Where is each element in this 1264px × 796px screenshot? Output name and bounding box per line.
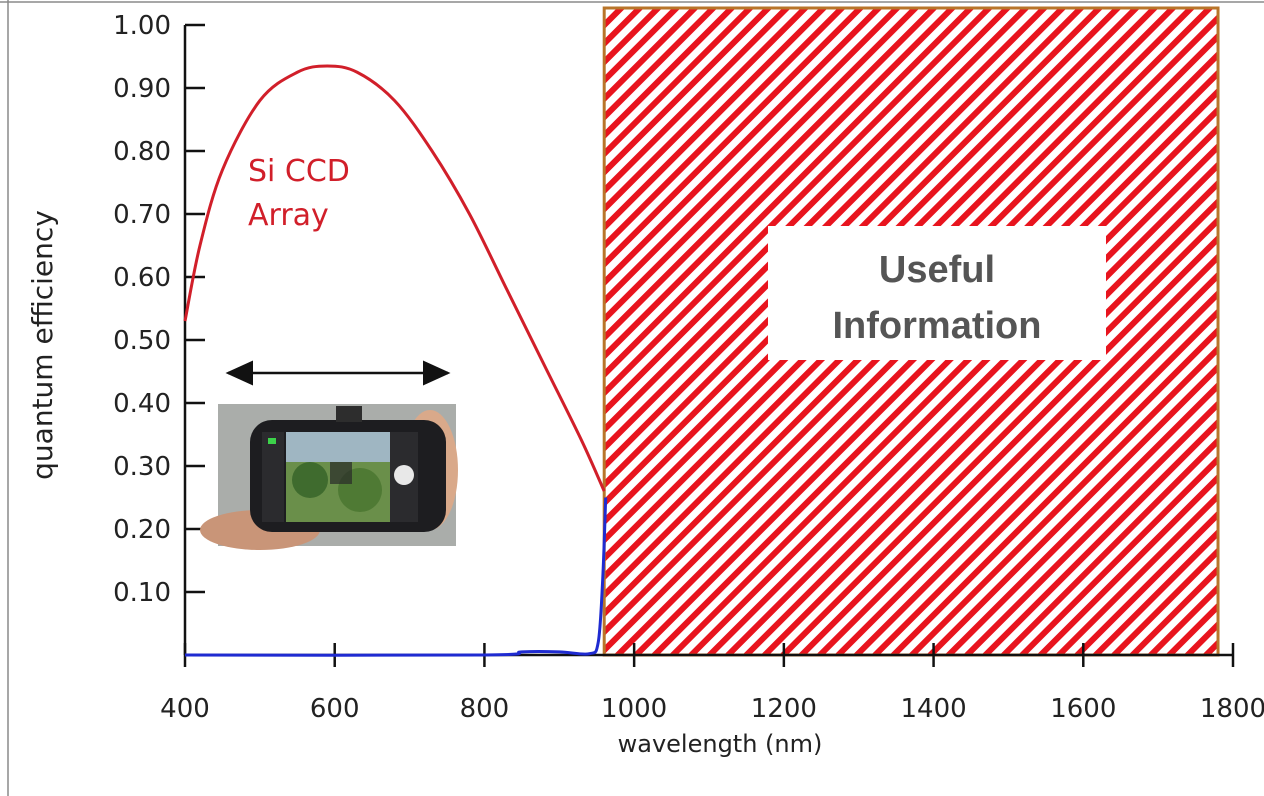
ticks: 0.10 0.20 0.30 0.40 0.50 0.60 0.70 0.80 0.90 1.00…: [113, 11, 1264, 724]
x-tick-label: 600: [310, 694, 360, 724]
x-tick-label: 800: [460, 694, 510, 724]
y-tick-label: 0.10: [113, 578, 171, 608]
y-tick-label: 0.80: [113, 137, 171, 167]
useful-information-line2: Information: [833, 305, 1042, 347]
ingaas-curve: [184, 497, 608, 657]
smartphone-camera-photo-icon: [200, 404, 458, 550]
series: [183, 64, 608, 657]
useful-information-label-box: [768, 226, 1106, 360]
x-tick-label: 1400: [900, 694, 966, 724]
si-ccd-curve: [183, 64, 606, 492]
y-tick-label: 0.70: [113, 200, 171, 230]
x-axis-title: wavelength (nm): [618, 730, 823, 758]
x-tick-label: 400: [160, 694, 210, 724]
x-tick-label: 1200: [751, 694, 817, 724]
x-tick-label: 1800: [1200, 694, 1264, 724]
y-tick-label: 0.50: [113, 326, 171, 356]
y-tick-label: 0.30: [113, 452, 171, 482]
si-ccd-label-line2: Array: [248, 198, 329, 233]
y-tick-label: 0.90: [113, 74, 171, 104]
y-tick-label: 1.00: [113, 11, 171, 41]
y-tick-label: 0.40: [113, 389, 171, 419]
y-tick-label: 0.60: [113, 263, 171, 293]
x-tick-label: 1600: [1050, 694, 1116, 724]
si-ccd-label-line1: Si CCD: [248, 154, 350, 189]
y-axis-title: quantum efficiency: [26, 210, 59, 480]
x-tick-label: 1000: [601, 694, 667, 724]
y-tick-label: 0.20: [113, 515, 171, 545]
useful-information-line1: Useful: [879, 249, 995, 291]
